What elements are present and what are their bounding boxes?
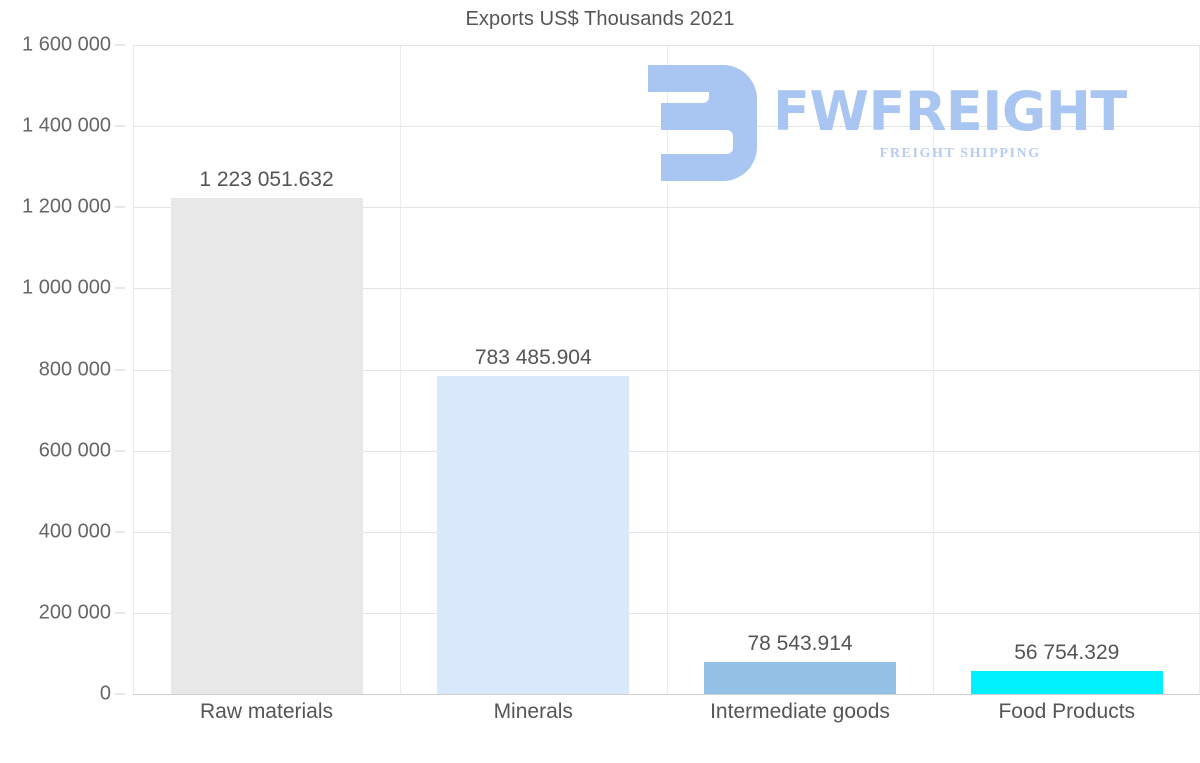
y-axis-tick-mark (115, 369, 125, 370)
bar[interactable] (437, 376, 630, 694)
x-axis-tick-label: Minerals (493, 700, 573, 723)
bar-value-label: 1 223 051.632 (199, 167, 334, 191)
bar-value-label: 56 754.329 (1014, 640, 1120, 664)
gridline-horizontal (133, 694, 1200, 695)
x-axis-tick-label: Intermediate goods (710, 700, 890, 723)
y-axis-tick-mark (115, 693, 125, 695)
y-axis: 0 200 000 400 000 600 000 800 000 1 000 000 1 … (0, 0, 133, 763)
y-axis-tick-label: 200 000 (38, 601, 111, 624)
bar-group: 56 754.329 (933, 45, 1200, 694)
y-axis-tick-mark (115, 44, 125, 46)
bar[interactable] (970, 670, 1163, 694)
chart-title: Exports US$ Thousands 2021 (465, 8, 735, 30)
x-axis: Raw materials Minerals Intermediate goods F… (133, 700, 1200, 745)
bar[interactable] (170, 197, 363, 694)
y-axis-tick-label: 1 400 000 (22, 114, 111, 137)
y-axis-tick-label: 0 (99, 682, 111, 705)
x-axis-tick-label: Raw materials (199, 700, 334, 723)
bar-group: 783 485.904 (400, 45, 667, 694)
x-axis-tick-label: Food Products (998, 700, 1136, 723)
gridline-horizontal (133, 369, 1200, 371)
y-axis-tick-label: 1 000 000 (22, 276, 111, 299)
gridline-horizontal (133, 450, 1200, 452)
y-axis-tick-label: 600 000 (38, 439, 111, 462)
y-axis-tick-mark (115, 287, 125, 289)
y-axis-tick-mark (115, 531, 125, 533)
y-axis-tick-label: 1 200 000 (22, 195, 111, 218)
bar[interactable] (704, 662, 896, 694)
bar-value-label: 783 485.904 (474, 346, 592, 370)
y-axis-tick-mark (115, 612, 125, 614)
y-axis-tick-label: 400 000 (38, 520, 111, 543)
bar-value-label: 78 543.914 (747, 632, 853, 656)
gridline-horizontal (133, 45, 1200, 46)
plot-area: 1 223 051.632 783 485.904 78 543.914 56 754… (133, 45, 1200, 695)
bar-group: 1 223 051.632 (133, 45, 400, 694)
y-axis-tick-label: 1 600 000 (22, 33, 111, 56)
gridline-horizontal (133, 288, 1200, 290)
gridline-horizontal (133, 531, 1200, 533)
gridline-horizontal (133, 207, 1200, 209)
y-axis-tick-mark (115, 125, 125, 127)
y-axis-tick-label: 800 000 (38, 358, 111, 380)
y-axis-tick-mark (115, 450, 125, 452)
bar-group: 78 543.914 (667, 45, 934, 694)
y-axis-tick-mark (115, 206, 125, 208)
gridline-horizontal (133, 612, 1200, 614)
